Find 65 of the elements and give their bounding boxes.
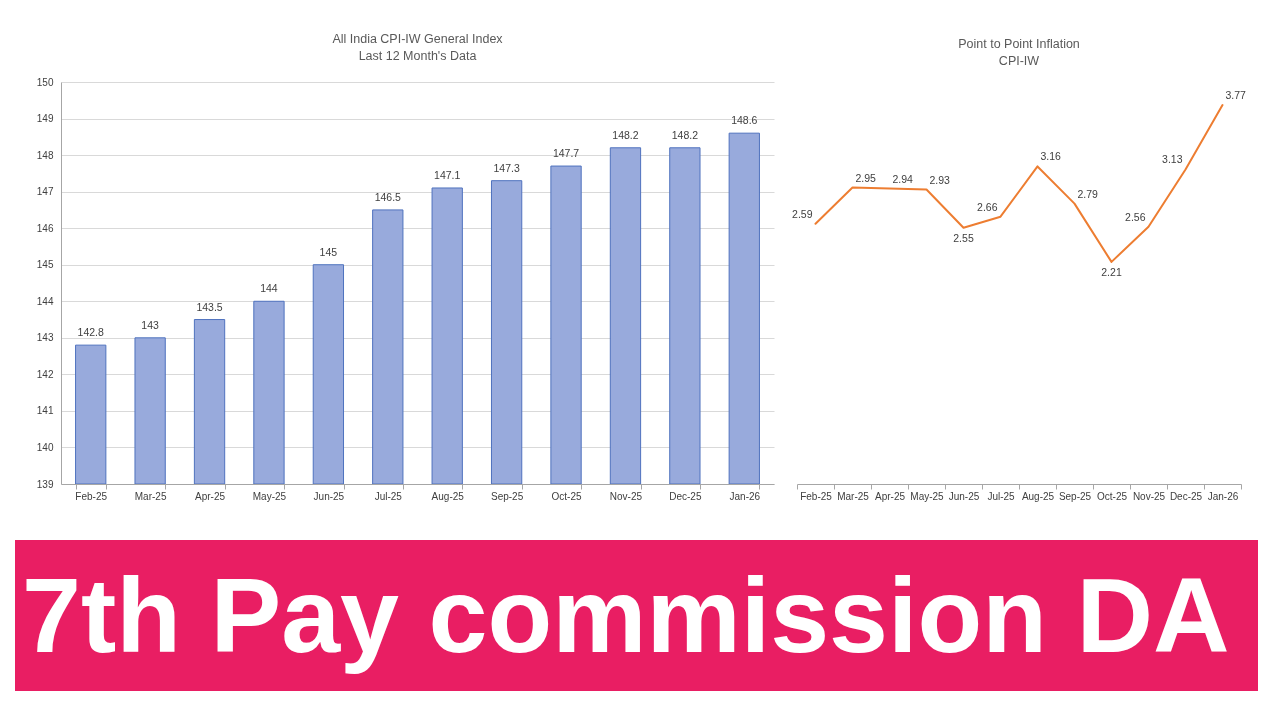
chart-title: All India CPI-IW General Index [332, 32, 504, 46]
data-label: 3.13 [1162, 153, 1183, 166]
data-label: 2.93 [929, 173, 951, 186]
x-tick-label: Jan-26 [1207, 490, 1239, 502]
x-tick-label: Oct-25 [1096, 490, 1128, 502]
data-label: 147.3 [493, 161, 520, 174]
data-label: 2.66 [977, 200, 998, 213]
data-label: 2.59 [792, 207, 813, 220]
data-label: 2.95 [855, 171, 877, 184]
x-tick-label: Feb-25 [75, 490, 108, 502]
y-tick-label: 149 [36, 113, 54, 125]
data-label: 2.79 [1077, 187, 1099, 200]
x-tick-label: Aug-25 [1021, 490, 1055, 502]
text: 7th Pay commission DA [22, 555, 1230, 674]
chart-subtitle: Last 12 Month's Data [358, 48, 477, 63]
x-tick-label: May-25 [910, 490, 945, 502]
data-label: 147.7 [552, 147, 580, 160]
x-tick-label: Dec-25 [1169, 490, 1203, 502]
data-label: 148.2 [671, 128, 699, 141]
x-tick-label: Sep-25 [491, 490, 524, 502]
x-tick-label: Apr-25 [874, 490, 906, 502]
y-tick-label: 141 [36, 405, 54, 417]
x-tick-label: Feb-25 [800, 490, 833, 502]
y-tick-label: 146 [36, 222, 54, 234]
data-label: 148.6 [731, 114, 758, 127]
data-label: 2.56 [1125, 210, 1146, 223]
y-tick-label: 148 [36, 149, 54, 161]
x-tick-label: Jan-26 [729, 490, 761, 502]
data-label: 3.16 [1040, 150, 1062, 163]
data-label: 2.21 [1101, 265, 1122, 278]
data-label: 145 [319, 245, 338, 258]
data-label: 2.55 [953, 231, 974, 244]
data-label: 147.1 [434, 168, 461, 181]
y-tick-label: 144 [36, 295, 54, 307]
data-label: 143 [141, 318, 160, 331]
x-tick-label: May-25 [252, 490, 287, 502]
y-tick-label: 139 [36, 478, 54, 490]
y-tick-label: 147 [36, 186, 54, 198]
x-tick-label: Dec-25 [669, 490, 702, 502]
data-label: 3.77 [1225, 89, 1247, 102]
x-tick-label: Mar-25 [134, 490, 167, 502]
x-tick-label: Apr-25 [195, 490, 226, 502]
data-label: 146.5 [374, 190, 402, 203]
x-tick-label: Aug-25 [431, 490, 465, 502]
data-label: 148.2 [612, 128, 639, 141]
x-tick-label: Nov-25 [609, 490, 643, 502]
x-tick-label: Nov-25 [1132, 490, 1166, 502]
x-tick-label: Jul-25 [374, 490, 403, 502]
data-label: 144 [260, 282, 278, 295]
chart-subtitle: CPI-IW [998, 53, 1040, 68]
x-tick-label: Sep-25 [1058, 490, 1092, 502]
x-tick-label: Jul-25 [987, 490, 1016, 502]
data-label: 142.8 [77, 326, 104, 339]
y-tick-label: 150 [36, 76, 54, 88]
x-tick-label: Jun-25 [948, 490, 980, 502]
y-tick-label: 142 [36, 368, 54, 380]
x-tick-label: Jun-25 [313, 490, 345, 502]
x-tick-label: Oct-25 [551, 490, 582, 502]
y-tick-label: 145 [36, 259, 54, 271]
data-label: 2.94 [892, 172, 914, 185]
y-tick-label: 140 [36, 441, 54, 453]
x-tick-label: Mar-25 [837, 490, 870, 502]
data-label: 143.5 [196, 300, 223, 313]
chart-title: Point to Point Inflation [958, 37, 1080, 51]
y-tick-label: 143 [36, 332, 54, 344]
